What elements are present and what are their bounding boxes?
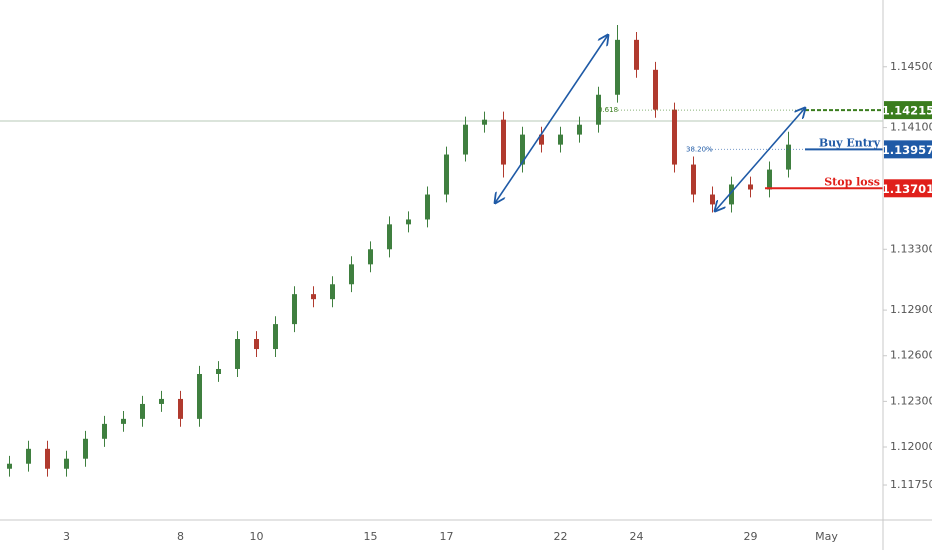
level-price: 1.14215 [882,104,932,118]
candle-body [634,39,639,70]
candle-body [482,119,487,125]
candle-body [501,119,506,165]
candle-body [254,339,259,350]
x-tick-label: 17 [440,530,454,543]
x-tick-label: May [815,530,838,543]
candle-body [7,463,12,469]
fib-label: 0.618 [598,106,618,114]
x-tick-label: 29 [744,530,758,543]
candle-body [121,418,126,424]
candle-body [216,368,221,374]
candle-body [45,448,50,469]
candle-body [235,339,240,369]
candle-body [653,69,658,110]
candle-body [349,264,354,285]
candle-body [691,164,696,195]
y-tick-label: 1.12600 [890,349,932,362]
x-tick-label: 3 [63,530,70,543]
candle-body [577,124,582,135]
candle-body [463,124,468,155]
candle-body [140,403,145,419]
y-tick-label: 1.12000 [890,440,932,453]
candle-body [197,373,202,419]
level-badge [884,179,932,198]
candle-body [311,294,316,300]
y-tick-label: 1.14500 [890,60,932,73]
candle-body [615,39,620,95]
level-name: Stop loss [824,175,880,188]
candle-body [444,154,449,195]
candle-body [748,184,753,190]
y-tick-label: 1.11750 [890,478,932,491]
y-tick-label: 1.12300 [890,394,932,407]
level-badge [884,140,932,159]
candle-body [292,294,297,325]
candle-body [273,324,278,350]
level-price: 1.13957 [882,143,932,157]
move-arrow [715,108,805,211]
candle-body [710,194,715,205]
y-tick-label: 1.14100 [890,121,932,134]
level-name: Buy Entry [819,136,881,149]
candle-body [425,194,430,220]
y-tick-label: 1.13300 [890,242,932,255]
candle-body [558,134,563,145]
candle-body [178,398,183,419]
y-tick-label: 1.12900 [890,303,932,316]
candle-body [330,284,335,300]
move-arrow [495,35,608,203]
candle-body [368,249,373,265]
candle-body [26,448,31,464]
candle-body [159,398,164,404]
candle-body [102,423,107,439]
level-badge [884,101,932,120]
candle-body [767,169,772,190]
candle-body [672,109,677,165]
candle-body [406,219,411,225]
x-tick-label: 8 [177,530,184,543]
x-tick-label: 24 [630,530,644,543]
candle-body [64,458,69,469]
x-tick-label: 22 [554,530,568,543]
candle-body [83,438,88,459]
candle-body [786,144,791,170]
x-tick-label: 10 [250,530,264,543]
level-price: 1.13701 [882,182,932,196]
x-tick-label: 15 [364,530,378,543]
candle-body [387,224,392,250]
fib-label: 38.20% [686,145,713,153]
